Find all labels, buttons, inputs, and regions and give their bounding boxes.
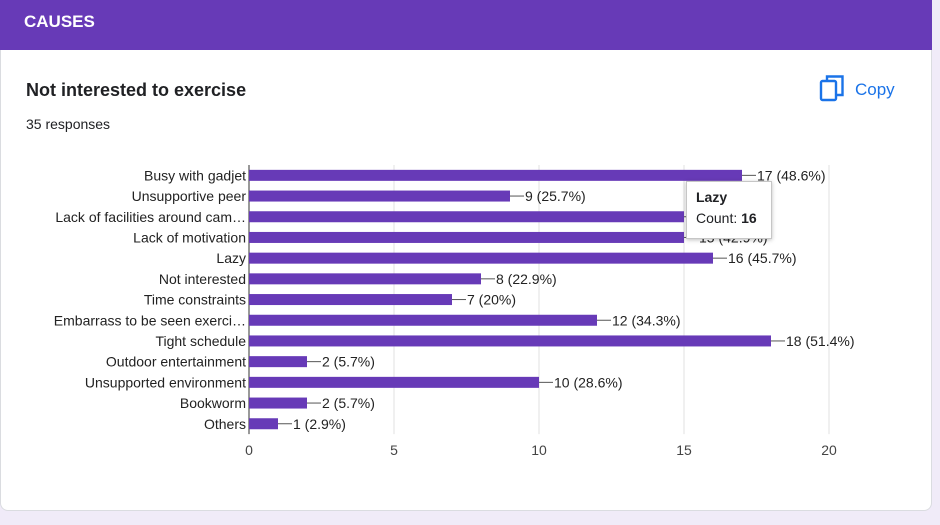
bar bbox=[249, 273, 481, 285]
tooltip-count: Count: 16 bbox=[696, 210, 757, 226]
category-label: Lack of motivation bbox=[133, 229, 246, 245]
bar bbox=[249, 211, 684, 223]
x-tick-label: 15 bbox=[676, 442, 692, 458]
tooltip-category: Lazy bbox=[696, 189, 728, 205]
category-label: Unsupportive peer bbox=[132, 188, 247, 204]
bar bbox=[249, 169, 742, 181]
tooltip-count-label: Count: bbox=[696, 210, 738, 226]
copy-label: Copy bbox=[855, 80, 895, 99]
bar bbox=[249, 376, 539, 388]
category-label: Not interested bbox=[159, 271, 246, 287]
category-label: Lack of facilities around cam… bbox=[55, 209, 246, 225]
data-label: 18 (51.4%) bbox=[786, 333, 854, 349]
bar bbox=[249, 231, 684, 243]
category-label: Lazy bbox=[216, 250, 246, 266]
bar bbox=[249, 335, 771, 347]
data-label: 1 (2.9%) bbox=[293, 416, 346, 432]
tooltip-count-value: 16 bbox=[741, 210, 757, 226]
bar bbox=[249, 190, 510, 202]
data-label: 8 (22.9%) bbox=[496, 271, 557, 287]
category-label: Time constraints bbox=[144, 292, 246, 308]
category-label: Outdoor entertainment bbox=[106, 354, 246, 370]
section-title: CAUSES bbox=[24, 12, 95, 31]
x-tick-label: 10 bbox=[531, 442, 547, 458]
x-tick-label: 20 bbox=[821, 442, 837, 458]
category-label: Unsupported environment bbox=[85, 374, 246, 390]
x-tick-label: 0 bbox=[245, 442, 253, 458]
bar bbox=[249, 252, 713, 264]
data-label: 16 (45.7%) bbox=[728, 250, 796, 266]
data-label: 2 (5.7%) bbox=[322, 354, 375, 370]
data-label: 17 (48.6%) bbox=[757, 167, 825, 183]
data-label: 10 (28.6%) bbox=[554, 374, 622, 390]
x-tick-label: 5 bbox=[390, 442, 398, 458]
copy-button[interactable]: Copy bbox=[819, 74, 914, 106]
bar bbox=[249, 356, 307, 368]
category-label: Busy with gadjet bbox=[144, 167, 246, 183]
data-label: 2 (5.7%) bbox=[322, 395, 375, 411]
category-label: Embarrass to be seen exerci… bbox=[54, 312, 246, 328]
question-title: Not interested to exercise bbox=[26, 80, 247, 100]
category-label: Tight schedule bbox=[155, 333, 246, 349]
bar bbox=[249, 418, 278, 430]
copy-icon bbox=[819, 74, 845, 107]
bar bbox=[249, 314, 597, 326]
bar bbox=[249, 294, 452, 306]
chart-tooltip: Lazy Count: 16 bbox=[686, 181, 772, 239]
response-count: 35 responses bbox=[26, 116, 111, 132]
data-label: 12 (34.3%) bbox=[612, 312, 680, 328]
bar bbox=[249, 397, 307, 409]
category-label: Others bbox=[204, 416, 246, 432]
page-background-strip bbox=[0, 512, 940, 525]
category-label: Bookworm bbox=[180, 395, 246, 411]
data-label: 9 (25.7%) bbox=[525, 188, 586, 204]
section-header: CAUSES bbox=[0, 0, 932, 50]
data-label: 7 (20%) bbox=[467, 292, 516, 308]
